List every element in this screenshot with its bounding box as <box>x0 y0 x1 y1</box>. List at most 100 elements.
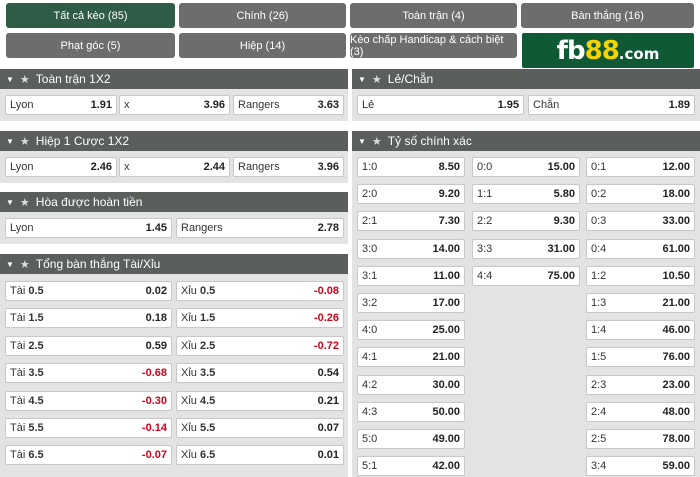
odds-cell-home[interactable]: Lyon 2.46 <box>5 157 117 177</box>
score-cell[interactable]: 1:4 46.00 <box>586 320 695 341</box>
score-cell[interactable]: 1:3 21.00 <box>586 293 695 313</box>
star-icon[interactable]: ★ <box>19 73 30 86</box>
tab-all[interactable]: Tất cả kèo (85) <box>6 3 175 28</box>
odds-value: 78.00 <box>662 433 690 445</box>
score-cell[interactable]: 1:1 5.80 <box>472 184 580 205</box>
star-icon[interactable]: ★ <box>19 258 30 271</box>
panel-correct-score <box>352 151 700 477</box>
score-cell[interactable]: 3:2 17.00 <box>357 293 465 313</box>
odds-cell-under[interactable]: Xỉu 2.5 -0.72 <box>176 335 344 356</box>
odds-value: 48.00 <box>662 405 690 418</box>
star-icon[interactable]: ★ <box>19 135 30 148</box>
score-cell[interactable]: 1:0 8.50 <box>357 157 465 177</box>
over-label: Tài <box>10 285 26 297</box>
score-cell[interactable]: 1:2 10.50 <box>586 265 695 286</box>
odds-cell-over[interactable]: Tài 5.5 -0.14 <box>5 418 172 438</box>
score-cell[interactable]: 4:0 25.00 <box>357 320 465 341</box>
odds-cell-home[interactable]: Lyon 1.45 <box>5 218 172 238</box>
section-header-over-under[interactable]: ▼ ★ Tổng bàn thắng Tài/Xỉu <box>0 254 348 274</box>
score-cell[interactable]: 5:0 49.00 <box>357 429 465 449</box>
section-header-odd-even[interactable]: ▼ ★ Lẻ/Chẵn <box>352 69 700 89</box>
odds-cell-odd[interactable]: Lẻ 1.95 <box>357 95 524 115</box>
odds-cell-over[interactable]: Tài 1.5 0.18 <box>5 308 172 329</box>
odds-cell-over[interactable]: Tài 3.5 -0.68 <box>5 363 172 384</box>
under-label: Xỉu <box>181 339 197 352</box>
score-cell[interactable]: 2:5 78.00 <box>586 429 695 449</box>
odds-cell-over[interactable]: Tài 4.5 -0.30 <box>5 390 172 411</box>
score-cell[interactable]: 2:4 48.00 <box>586 401 695 422</box>
score-label: 4:0 <box>362 324 378 337</box>
odds-label: Tài 4.5 <box>10 395 44 407</box>
star-icon[interactable]: ★ <box>371 73 382 86</box>
section-header-half1-1x2[interactable]: ▼ ★ Hiệp 1 Cược 1X2 <box>0 131 348 151</box>
odds-value: 46.00 <box>662 324 690 337</box>
score-cell[interactable]: 2:1 7.30 <box>357 211 465 232</box>
section-header-correct-score[interactable]: ▼ ★ Tỷ số chính xác <box>352 131 700 151</box>
score-cell[interactable]: 5:1 42.00 <box>357 456 465 477</box>
odds-cell-over[interactable]: Tài 6.5 -0.07 <box>5 445 172 466</box>
score-cell[interactable]: 2:2 9.30 <box>472 211 580 232</box>
odds-label: Xỉu 0.5 <box>181 285 215 297</box>
odds-cell-away[interactable]: Rangers 2.78 <box>176 218 344 238</box>
score-cell[interactable]: 1:5 76.00 <box>586 347 695 368</box>
score-label: 3:0 <box>362 242 378 255</box>
score-cell[interactable]: 4:1 21.00 <box>357 347 465 368</box>
tab-main[interactable]: Chính (26) <box>179 3 346 28</box>
odds-cell-away[interactable]: Rangers 3.96 <box>233 157 344 177</box>
tab-fulltime[interactable]: Toàn trận (4) <box>350 3 517 28</box>
odds-cell-under[interactable]: Xỉu 1.5 -0.26 <box>176 308 344 329</box>
odds-cell-even[interactable]: Chẵn 1.89 <box>528 95 695 115</box>
section-header-draw-no-bet[interactable]: ▼ ★ Hòa được hoàn tiền <box>0 192 348 212</box>
odds-label: Xỉu 1.5 <box>181 312 215 324</box>
score-cell[interactable]: 0:0 15.00 <box>472 157 580 177</box>
section-title: Lẻ/Chẵn <box>387 72 434 86</box>
score-cell[interactable]: 4:3 50.00 <box>357 401 465 422</box>
odds-cell-under[interactable]: Xỉu 5.5 0.07 <box>176 418 344 438</box>
over-label: Tài <box>10 339 26 352</box>
odds-cell-away[interactable]: Rangers 3.63 <box>233 95 344 115</box>
odds-label: Rangers <box>181 222 223 234</box>
odds-value: 0.01 <box>317 449 339 462</box>
odds-label: Lyon <box>10 99 34 111</box>
score-cell[interactable]: 2:0 9.20 <box>357 184 465 205</box>
score-cell[interactable]: 4:2 30.00 <box>357 374 465 395</box>
odds-cell-over[interactable]: Tài 0.5 0.02 <box>5 281 172 301</box>
odds-value: 31.00 <box>547 242 575 255</box>
score-cell[interactable]: 3:0 14.00 <box>357 238 465 259</box>
odds-cell-under[interactable]: Xỉu 6.5 0.01 <box>176 445 344 466</box>
line-value: 4.5 <box>199 394 216 407</box>
score-cell[interactable]: 3:4 59.00 <box>586 456 695 477</box>
score-label: 2:4 <box>591 405 607 418</box>
odds-cell-draw[interactable]: x 2.44 <box>119 157 230 177</box>
odds-cell-draw[interactable]: x 3.96 <box>119 95 230 115</box>
score-cell[interactable]: 3:3 31.00 <box>472 238 580 259</box>
tab-halves[interactable]: Hiệp (14) <box>179 33 346 58</box>
section-header-fulltime-1x2[interactable]: ▼ ★ Toàn trận 1X2 <box>0 69 348 89</box>
star-icon[interactable]: ★ <box>19 196 30 209</box>
odds-cell-under[interactable]: Xỉu 0.5 -0.08 <box>176 281 344 301</box>
tab-handicap[interactable]: Kèo chấp Handicap & cách biệt (3) <box>350 33 517 58</box>
tab-corners[interactable]: Phạt góc (5) <box>6 33 175 58</box>
over-label: Tài <box>10 422 26 434</box>
odds-value: 12.00 <box>662 161 690 173</box>
odds-cell-over[interactable]: Tài 2.5 0.59 <box>5 335 172 356</box>
line-value: 3.5 <box>199 367 216 380</box>
odds-cell-under[interactable]: Xỉu 3.5 0.54 <box>176 363 344 384</box>
tab-goals[interactable]: Bàn thắng (16) <box>521 3 694 28</box>
score-cell[interactable]: 2:3 23.00 <box>586 374 695 395</box>
odds-label: Tài 3.5 <box>10 367 44 379</box>
odds-value: 1.91 <box>90 99 112 111</box>
score-cell[interactable]: 0:1 12.00 <box>586 157 695 177</box>
caret-down-icon: ▼ <box>6 74 14 84</box>
score-cell[interactable]: 0:4 61.00 <box>586 238 695 259</box>
score-cell[interactable]: 3:1 11.00 <box>357 265 465 286</box>
odds-cell-home[interactable]: Lyon 1.91 <box>5 95 117 115</box>
over-label: Tài <box>10 367 26 380</box>
odds-cell-under[interactable]: Xỉu 4.5 0.21 <box>176 390 344 411</box>
score-cell[interactable]: 0:3 33.00 <box>586 211 695 232</box>
score-cell[interactable]: 4:4 75.00 <box>472 265 580 286</box>
score-cell[interactable]: 0:2 18.00 <box>586 184 695 205</box>
caret-down-icon: ▼ <box>358 74 366 84</box>
score-label: 2:3 <box>591 378 607 391</box>
star-icon[interactable]: ★ <box>371 135 382 148</box>
